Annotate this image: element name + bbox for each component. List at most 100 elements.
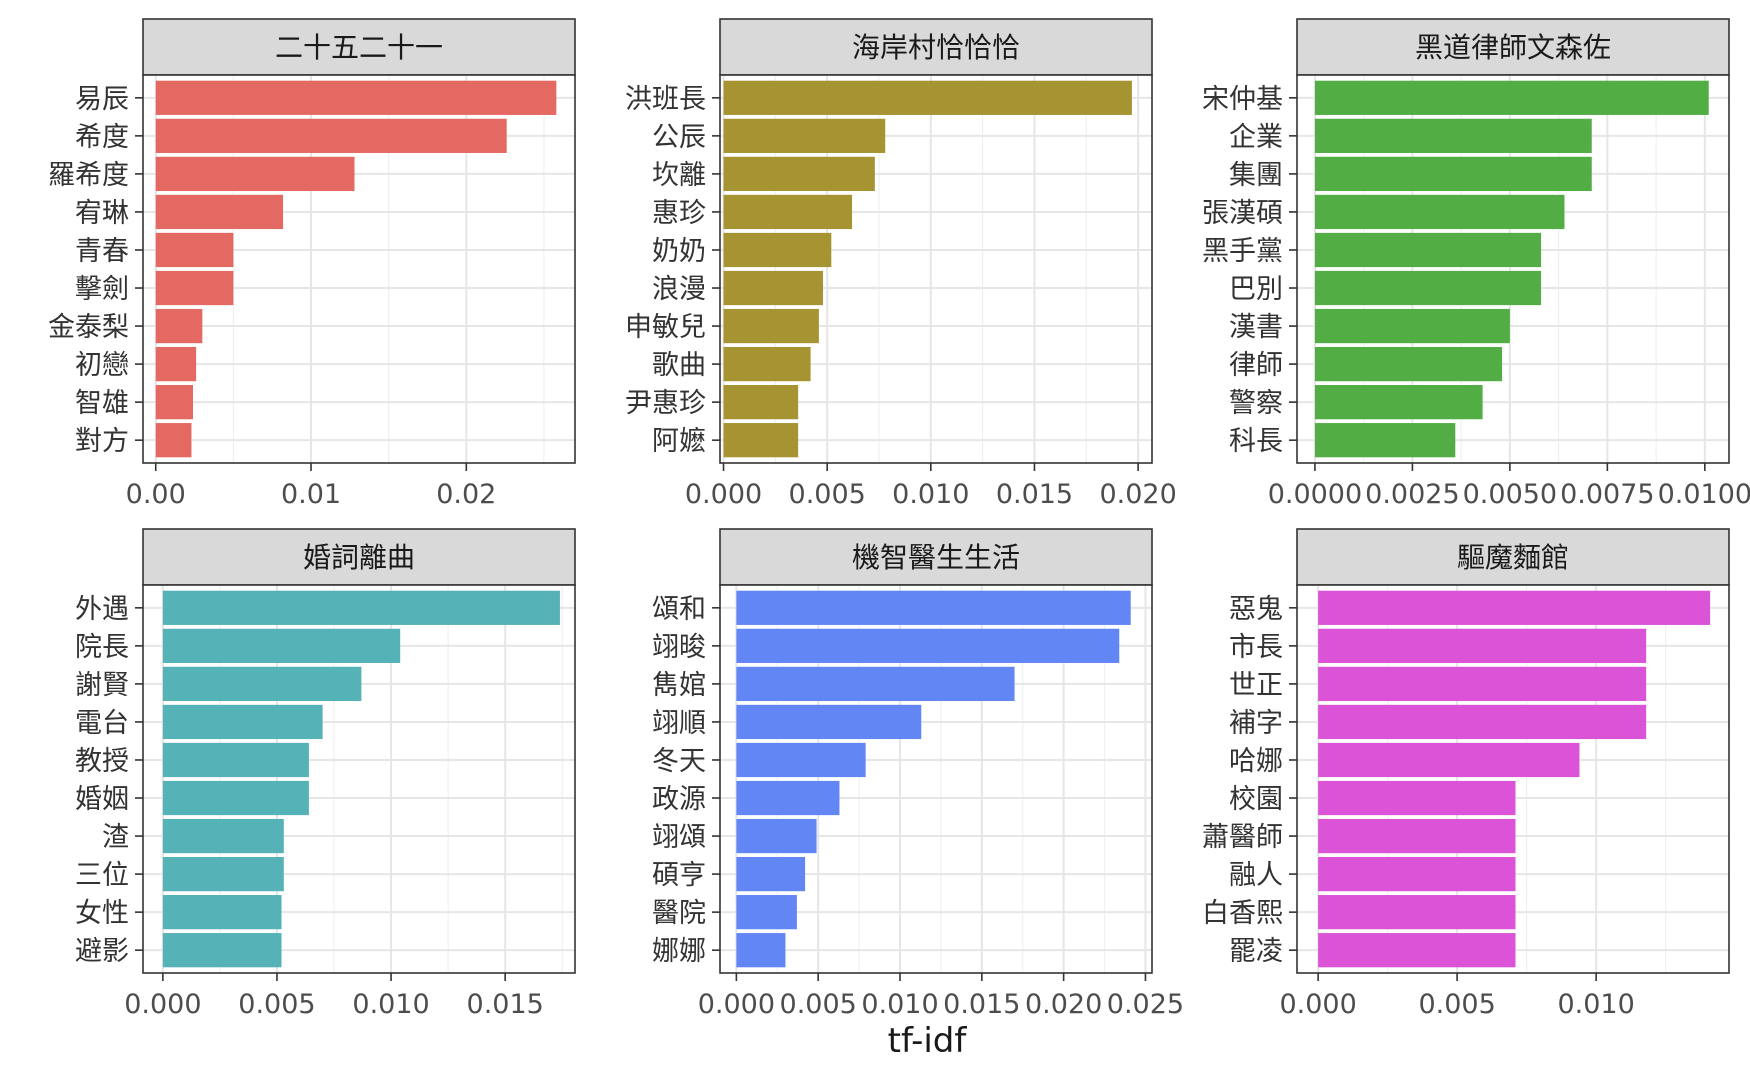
y-tick-label: 翊頌 xyxy=(652,822,706,853)
x-tick-label: 0.005 xyxy=(238,989,315,1020)
bar xyxy=(724,271,824,305)
y-tick-label: 巴別 xyxy=(1229,274,1283,305)
bar xyxy=(724,233,832,267)
bar xyxy=(163,781,309,815)
bar xyxy=(1315,233,1541,267)
bar xyxy=(1318,895,1515,929)
facet-panel: 婚詞離曲外遇院長謝賢電台教授婚姻渣三位女性避影0.000 0.005 0.010 0.… xyxy=(75,529,575,1020)
y-tick-label: 公辰 xyxy=(652,122,706,153)
bar xyxy=(1315,347,1502,381)
bar xyxy=(736,743,865,777)
bar xyxy=(724,309,819,343)
y-tick-label: 律師 xyxy=(1229,350,1283,381)
bar xyxy=(1315,423,1455,457)
x-tick-label: 0.000 xyxy=(698,989,775,1020)
bar xyxy=(1318,591,1710,625)
x-tick-label: 0.0100 xyxy=(1658,479,1750,510)
y-tick-label: 避影 xyxy=(75,936,129,967)
y-tick-label: 浪漫 xyxy=(652,274,706,305)
bar xyxy=(736,781,839,815)
y-tick-label: 婚姻 xyxy=(75,784,129,815)
y-tick-label: 智雄 xyxy=(75,388,129,419)
bar xyxy=(1315,119,1592,153)
y-tick-label: 歌曲 xyxy=(652,350,706,381)
bar xyxy=(163,705,323,739)
bar xyxy=(1315,195,1565,229)
y-tick-label: 補字 xyxy=(1229,708,1283,739)
x-tick-label: 0.0050 xyxy=(1463,479,1557,510)
x-tick-label: 0.020 xyxy=(1099,479,1176,510)
y-tick-label: 擊劍 xyxy=(75,274,129,305)
y-tick-label: 翊晙 xyxy=(652,632,706,663)
facet-title: 黑道律師文森佐 xyxy=(1415,31,1611,64)
y-tick-label: 科長 xyxy=(1229,426,1283,457)
y-tick-label: 雋婠 xyxy=(652,670,706,701)
bar xyxy=(724,385,799,419)
y-tick-label: 阿嬷 xyxy=(652,426,706,457)
y-tick-label: 申敏兒 xyxy=(625,312,706,343)
x-tick-label: 0.005 xyxy=(1418,989,1495,1020)
x-tick-label: 0.010 xyxy=(861,989,938,1020)
facet-title: 驅魔麵館 xyxy=(1457,541,1569,574)
y-tick-label: 希度 xyxy=(75,122,129,153)
x-tick-label: 0.0025 xyxy=(1365,479,1459,510)
facet-title: 機智醫生生活 xyxy=(852,541,1020,574)
bar xyxy=(156,347,196,381)
bar xyxy=(156,233,234,267)
bar xyxy=(163,629,400,663)
x-tick-label: 0.000 xyxy=(124,989,201,1020)
y-tick-label: 宥琳 xyxy=(75,198,129,229)
x-tick-label: 0.015 xyxy=(996,479,1073,510)
y-tick-label: 洪班長 xyxy=(625,84,706,115)
y-tick-label: 政源 xyxy=(652,784,706,815)
bar xyxy=(1318,819,1515,853)
facet-title: 二十五二十一 xyxy=(275,31,443,64)
bar xyxy=(736,591,1130,625)
y-tick-label: 惡鬼 xyxy=(1229,594,1283,625)
bar xyxy=(163,857,284,891)
bar xyxy=(163,933,282,967)
y-tick-label: 融人 xyxy=(1229,860,1283,891)
y-tick-label: 初戀 xyxy=(75,350,129,381)
x-tick-label: 0.010 xyxy=(1557,989,1634,1020)
x-tick-label: 0.0000 xyxy=(1268,479,1362,510)
y-tick-label: 電台 xyxy=(75,708,129,739)
bar xyxy=(1318,781,1515,815)
y-tick-label: 碩亨 xyxy=(652,860,706,891)
y-tick-label: 冬天 xyxy=(652,746,706,777)
bar xyxy=(163,895,282,929)
y-tick-label: 世正 xyxy=(1229,670,1283,701)
y-tick-label: 坎離 xyxy=(652,160,706,191)
x-tick-label: 0.01 xyxy=(281,479,341,510)
y-tick-label: 集團 xyxy=(1229,160,1283,191)
y-tick-label: 漢書 xyxy=(1229,312,1283,343)
bar xyxy=(736,857,805,891)
x-tick-label: 0.015 xyxy=(943,989,1020,1020)
x-axis-title: tf-idf xyxy=(888,1021,968,1061)
bar xyxy=(156,119,507,153)
bar xyxy=(1318,857,1515,891)
bar xyxy=(163,591,560,625)
bar xyxy=(724,81,1132,115)
bar xyxy=(724,347,811,381)
bar xyxy=(724,157,875,191)
bar xyxy=(736,933,785,967)
x-tick-label: 0.000 xyxy=(685,479,762,510)
y-tick-label: 罷凌 xyxy=(1229,936,1283,967)
bar xyxy=(1318,629,1646,663)
y-tick-label: 黑手黨 xyxy=(1202,236,1283,267)
y-tick-label: 渣 xyxy=(102,822,129,853)
bar xyxy=(156,195,283,229)
bar xyxy=(156,309,203,343)
y-tick-label: 對方 xyxy=(75,426,129,457)
bar xyxy=(156,157,355,191)
bar xyxy=(1318,933,1515,967)
y-tick-label: 宋仲基 xyxy=(1202,84,1283,115)
y-tick-label: 惠珍 xyxy=(652,198,706,229)
y-tick-label: 易辰 xyxy=(75,84,129,115)
bar xyxy=(1315,385,1483,419)
facet-title: 婚詞離曲 xyxy=(303,541,415,574)
